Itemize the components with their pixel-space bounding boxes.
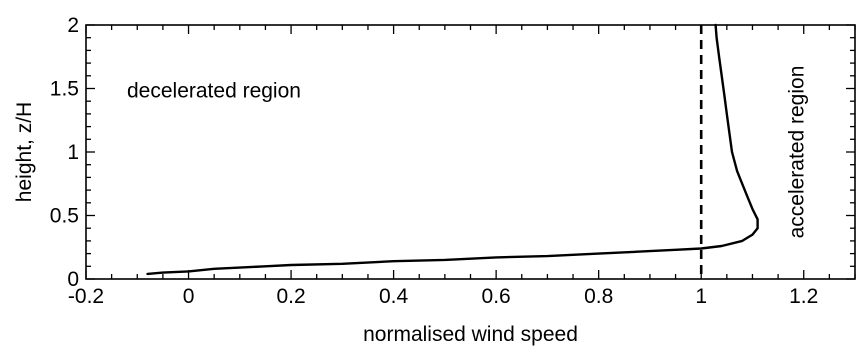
x-tick-label: 0.2 — [276, 285, 305, 308]
y-axis-label: height, z/H — [13, 102, 36, 202]
y-tick-label: 0 — [67, 268, 79, 291]
annotation-accelerated-region: accelerated region — [786, 66, 809, 239]
plot-frame — [85, 24, 856, 280]
x-tick-label: 0.8 — [584, 285, 613, 308]
wind-speed-profile-line — [146, 23, 759, 276]
x-tick-label: 0.4 — [379, 285, 409, 308]
x-tick-label: 1.2 — [789, 285, 818, 308]
x-tick-label: 0 — [183, 285, 195, 308]
x-tick-label: -0.2 — [68, 285, 104, 308]
y-tick-label: 0.5 — [50, 205, 79, 228]
tick-labels: -0.2 0 0.2 0.4 0.6 0.8 1 1.200.511.52 — [50, 14, 819, 308]
x-axis-label: normalised wind speed — [363, 323, 578, 346]
annotation-decelerated-region: decelerated region — [127, 79, 301, 102]
y-tick-label: 1.5 — [50, 78, 79, 101]
x-tick-label: 1 — [695, 285, 707, 308]
y-tick-label: 2 — [67, 14, 79, 37]
data-series — [146, 23, 759, 276]
x-tick-label: 0.6 — [482, 285, 511, 308]
y-tick-label: 1 — [67, 141, 79, 164]
